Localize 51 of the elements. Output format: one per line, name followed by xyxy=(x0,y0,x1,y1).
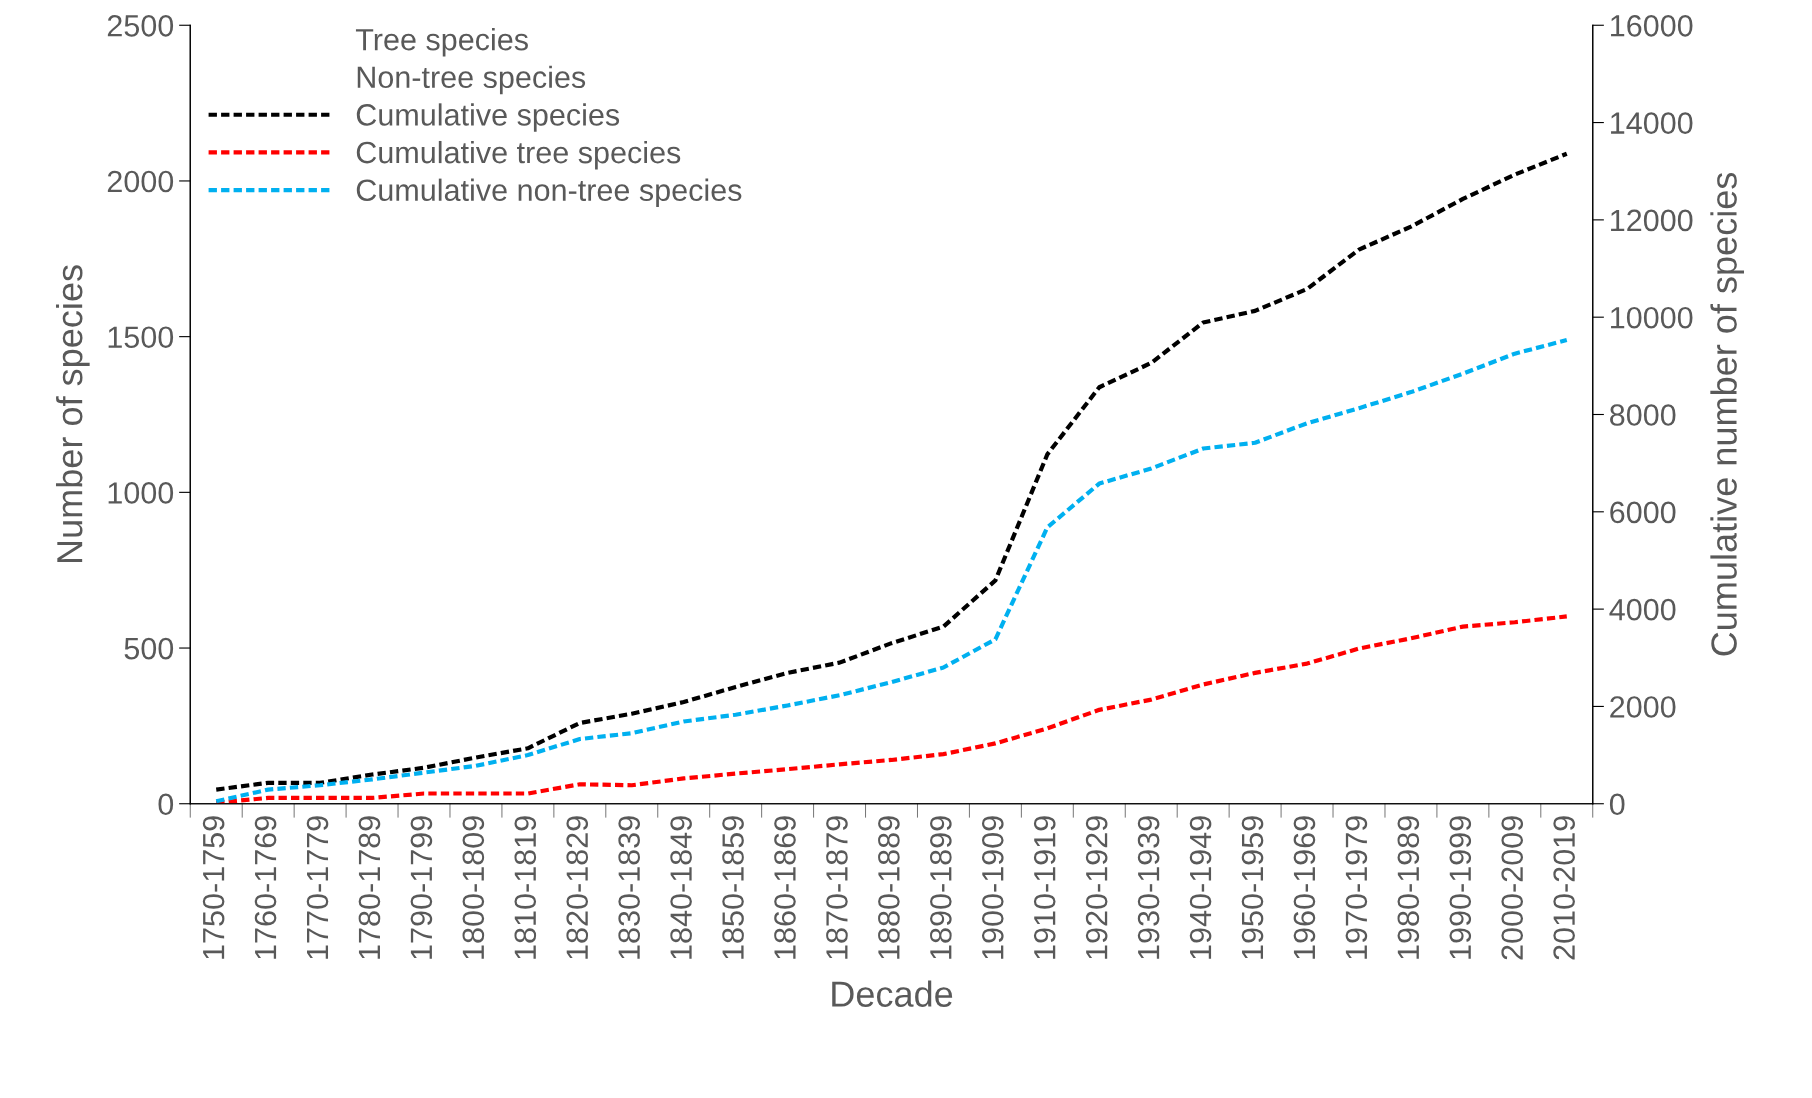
x-tick-label: 1820-1829 xyxy=(566,816,589,959)
x-tick-label: 1840-1849 xyxy=(670,816,692,959)
x-tick-label: 1920-1929 xyxy=(1085,816,1108,959)
x-tick-label: 1800-1809 xyxy=(462,816,485,959)
x-tick-label: 1870-1879 xyxy=(826,816,848,959)
y2-tick-label: 10000 xyxy=(1611,306,1693,329)
x-tick-label: 1880-1889 xyxy=(878,816,900,959)
y2-tick-label: 2000 xyxy=(1610,696,1676,718)
y-tick-label: 2500 xyxy=(107,14,174,37)
x-tick-label: 1830-1839 xyxy=(618,816,640,959)
y2-tick-label: 8000 xyxy=(1610,404,1676,426)
x-tick-label: 1980-1989 xyxy=(1397,816,1420,959)
x-tick-label: 1950-1959 xyxy=(1241,816,1264,959)
x-tick-label: 1940-1949 xyxy=(1189,816,1212,959)
y2-tick-label: 16000 xyxy=(1611,14,1693,37)
y-tick-label: 1500 xyxy=(108,326,174,349)
legend-label: Cumulative tree species xyxy=(356,140,681,170)
y2-axis-title: Cumulative number of species xyxy=(1710,172,1745,656)
x-tick-label: 2010-2019 xyxy=(1553,816,1575,960)
y-tick-label: 0 xyxy=(158,793,174,816)
x-tick-label: 1970-1979 xyxy=(1345,816,1368,959)
legend-label: Cumulative non-tree species xyxy=(356,178,742,208)
y-tick-label: 2000 xyxy=(107,170,174,193)
x-tick-label: 1990-1999 xyxy=(1449,816,1472,959)
annotation: Tree species xyxy=(355,28,528,57)
x-axis-title: Decade xyxy=(832,980,953,1007)
x-tick-label: 1790-1799 xyxy=(410,816,433,959)
y-axis-title: Number of species xyxy=(55,265,90,563)
y2-tick-label: 6000 xyxy=(1610,501,1676,524)
x-tick-label: 1760-1769 xyxy=(254,816,277,959)
x-tick-label: 1890-1899 xyxy=(930,816,952,959)
x-tick-label: 1860-1869 xyxy=(774,816,796,959)
y-tick-label: 500 xyxy=(124,637,174,660)
x-tick-label: 1930-1939 xyxy=(1137,816,1160,959)
x-tick-label: 1750-1759 xyxy=(202,816,225,959)
y-tick-label: 1000 xyxy=(108,482,174,504)
x-tick-label: 1900-1909 xyxy=(981,816,1004,959)
x-tick-label: 1960-1969 xyxy=(1293,816,1316,959)
x-tick-label: 1770-1779 xyxy=(306,816,329,959)
y2-tick-label: 14000 xyxy=(1611,112,1693,134)
legend-label: Cumulative species xyxy=(356,103,620,132)
line-series xyxy=(214,337,1569,804)
y2-tick-label: 12000 xyxy=(1611,209,1693,232)
x-tick-label: 1810-1819 xyxy=(514,816,537,959)
y2-tick-label: 4000 xyxy=(1609,598,1676,621)
x-tick-label: 1850-1859 xyxy=(722,816,744,959)
y2-tick-label: 0 xyxy=(1609,793,1625,816)
x-tick-label: 1910-1919 xyxy=(1033,816,1056,959)
x-tick-label: 1780-1789 xyxy=(358,816,381,959)
x-tick-label: 2000-2009 xyxy=(1501,816,1524,960)
annotation: Non-tree species xyxy=(357,65,586,95)
